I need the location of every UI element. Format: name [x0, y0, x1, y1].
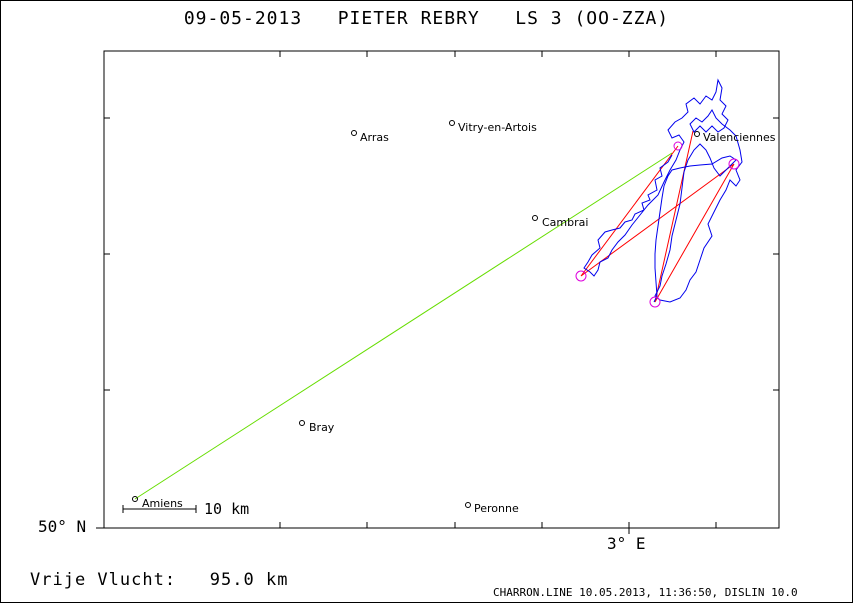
turnpoint-1	[575, 270, 587, 282]
footer-info: CHARRON.LINE 10.05.2013, 11:36:50, DISLI…	[493, 586, 798, 599]
latitude-label: 50° N	[38, 517, 87, 536]
place-markers	[132, 120, 700, 508]
place-marker-amiens	[132, 496, 138, 502]
longitude-label: 3° E	[607, 534, 646, 553]
place-label-amiens: Amiens	[142, 497, 183, 510]
place-marker-peronne	[465, 502, 471, 508]
flight-track	[583, 78, 743, 303]
place-marker-valenciennes	[694, 131, 700, 137]
place-label-vitry-en-artois: Vitry-en-Artois	[458, 121, 537, 134]
place-label-arras: Arras	[360, 131, 389, 144]
turnpoint-3	[728, 158, 740, 170]
place-marker-vitry	[449, 120, 455, 126]
place-label-valenciennes: Valenciennes	[703, 131, 776, 144]
free-flight-value: 95.0 km	[209, 570, 289, 590]
place-marker-bray	[299, 420, 305, 426]
task-legs	[580, 130, 735, 303]
place-label-peronne: Peronne	[474, 502, 519, 515]
place-label-bray: Bray	[309, 421, 335, 434]
plot-area	[103, 50, 780, 529]
scale-bar	[122, 505, 197, 513]
final-glide-line	[134, 152, 673, 500]
turnpoint-4	[673, 141, 683, 151]
free-flight-label: Vrije Vlucht:	[30, 570, 177, 590]
axis-ticks	[96, 51, 779, 534]
flight-title: 09-05-2013 PIETER REBRY LS 3 (OO-ZZA)	[183, 8, 670, 29]
free-flight-distance: Vrije Vlucht: 95.0 km	[30, 570, 288, 590]
place-marker-cambrai	[532, 215, 538, 221]
place-marker-arras	[351, 130, 357, 136]
turnpoint-2	[649, 296, 661, 308]
place-label-cambrai: Cambrai	[542, 216, 589, 229]
scale-label: 10 km	[204, 500, 250, 518]
